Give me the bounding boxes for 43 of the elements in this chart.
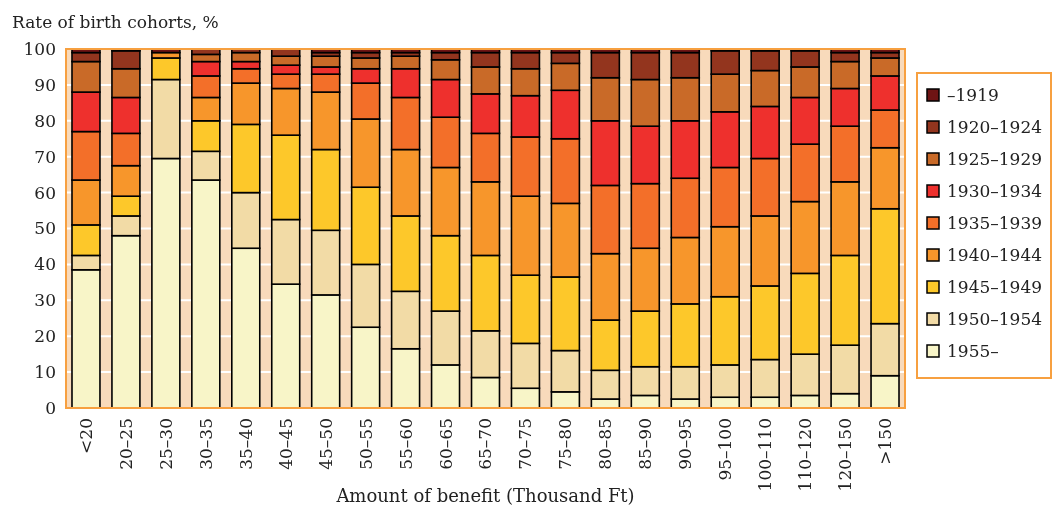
- y-tick-label: 90: [34, 74, 56, 95]
- legend-label: 1925–1929: [947, 148, 1043, 169]
- x-tick-label: 25–30: [155, 418, 176, 470]
- x-tick-label: 110–120: [795, 418, 816, 492]
- x-tick-label: 65–70: [475, 418, 496, 470]
- legend-label: 1940–1944: [947, 244, 1043, 265]
- legend-label: 1955–: [947, 340, 999, 361]
- x-tick-label: 45–50: [315, 418, 336, 470]
- x-tick-label: 75–80: [555, 418, 576, 470]
- y-axis-title: Rate of birth cohorts, %: [12, 12, 219, 32]
- legend-label: –1919: [947, 84, 999, 105]
- x-tick-label: 50–55: [355, 418, 376, 470]
- y-tick-label: 10: [34, 362, 56, 383]
- y-tick-label: 80: [34, 110, 56, 131]
- legend-label: 1930–1934: [947, 180, 1043, 201]
- x-tick-label: 30–35: [195, 418, 216, 470]
- x-tick-label: 120–150: [835, 418, 856, 492]
- y-tick-label: 30: [34, 290, 56, 311]
- y-tick-label: 20: [34, 326, 56, 347]
- x-axis-title: Amount of benefit (Thousand Ft): [335, 485, 635, 506]
- x-tick-label: 80–85: [595, 418, 616, 470]
- legend-label: 1945–1949: [947, 276, 1043, 297]
- y-tick-label: 40: [34, 254, 56, 275]
- y-tick-label: 60: [34, 182, 56, 203]
- legend-label: 1920–1924: [947, 116, 1043, 137]
- x-tick-label: 95–100: [715, 418, 736, 481]
- y-tick-label: 0: [45, 397, 56, 418]
- y-tick-label: 70: [34, 146, 56, 167]
- x-tick-label: 20–25: [115, 418, 136, 470]
- x-tick-label: 70–75: [515, 418, 536, 470]
- y-tick-label: 100: [23, 38, 56, 59]
- x-tick-label: 60–65: [435, 418, 456, 470]
- x-tick-label: >150: [874, 418, 895, 465]
- x-tick-label: 100–110: [755, 418, 776, 492]
- x-tick-label: 40–45: [275, 418, 296, 470]
- x-tick-label: 90–95: [675, 418, 696, 470]
- x-tick-label: 55–60: [395, 418, 416, 470]
- y-tick-label: 50: [34, 218, 56, 239]
- legend-label: 1950–1954: [947, 308, 1043, 329]
- legend-label: 1935–1939: [947, 212, 1043, 233]
- x-tick-label: <20: [75, 418, 96, 454]
- x-tick-label: 35–40: [235, 418, 256, 470]
- x-tick-label: 85–90: [635, 418, 656, 470]
